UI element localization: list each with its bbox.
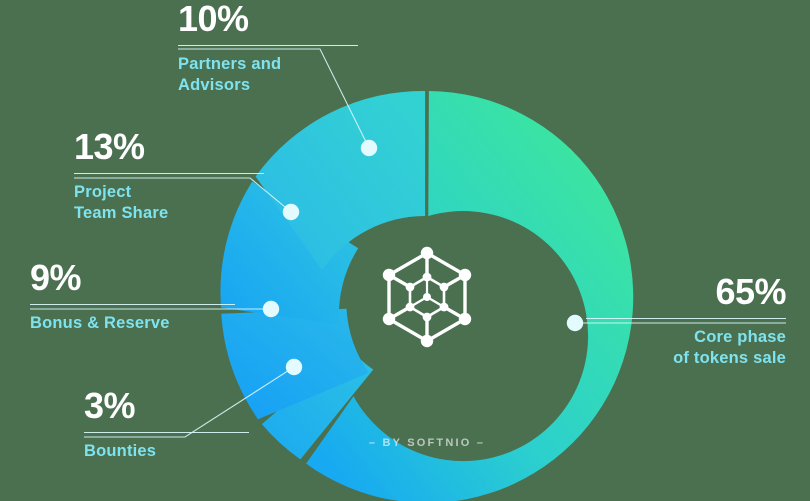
callout-bonus-percent: 9%	[30, 257, 82, 298]
callout-core-percent: 65%	[715, 271, 786, 312]
slice-partners-advisors[interactable]	[255, 90, 426, 271]
hexagon-network-logo	[382, 246, 472, 348]
callout-bounties-rule	[84, 431, 249, 433]
callout-partners-percent: 10%	[178, 0, 249, 39]
slice-core-phase[interactable]	[306, 91, 634, 501]
callout-core-title: Core phase of tokens sale	[673, 327, 786, 368]
leader-dot-partners	[360, 139, 378, 157]
callout-partners-title: Partners and Advisors	[178, 54, 282, 95]
callout-bonus-rule	[30, 303, 235, 305]
leader-line-bounties	[84, 366, 295, 438]
leader-dot-core	[566, 314, 584, 332]
leader-dot-bounties	[285, 358, 303, 376]
callout-partners-advisors[interactable]: 10% Partners and Advisors	[178, 0, 358, 97]
callout-bounties-percent: 3%	[84, 385, 136, 426]
callout-bounties[interactable]: 3% Bounties	[84, 387, 249, 462]
callout-bonus-title: Bonus & Reserve	[30, 313, 170, 332]
donut-slices	[220, 90, 634, 501]
leader-lines	[30, 48, 786, 438]
leader-dots	[262, 139, 584, 376]
leader-line-partners	[178, 48, 370, 149]
callout-team-rule	[74, 172, 264, 174]
leader-line-team	[74, 177, 292, 213]
callout-team-title: Project Team Share	[74, 182, 169, 223]
callout-bonus-reserve[interactable]: 9% Bonus & Reserve	[30, 259, 235, 334]
leader-dot-team	[282, 203, 300, 221]
callout-project-team-share[interactable]: 13% Project Team Share	[74, 128, 264, 225]
leader-dot-bonus	[262, 300, 280, 318]
slice-project-team-share[interactable]	[220, 181, 359, 325]
callout-bounties-title: Bounties	[84, 441, 157, 460]
callout-core-rule	[586, 317, 786, 319]
callout-partners-rule	[178, 44, 358, 46]
callout-core-phase[interactable]: 65% Core phase of tokens sale	[586, 271, 787, 370]
softnio-watermark: – BY SOFTNIO –	[368, 437, 486, 449]
callout-team-percent: 13%	[74, 126, 145, 167]
